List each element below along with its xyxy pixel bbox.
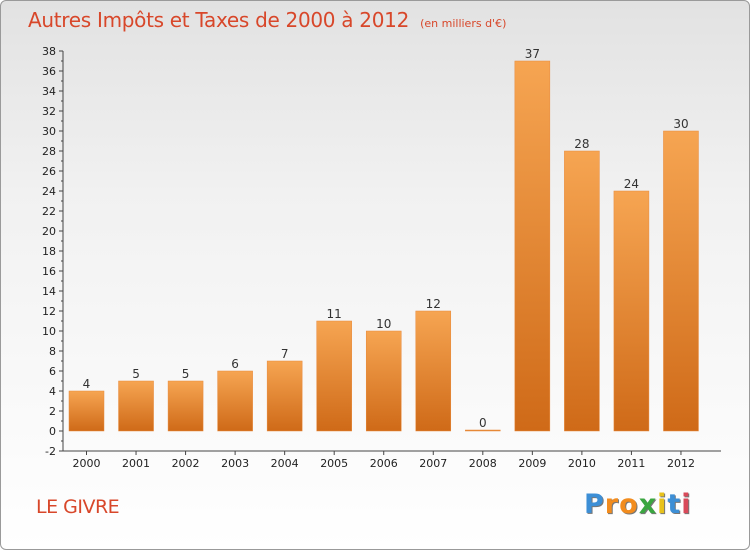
bar [365, 330, 402, 432]
chart-axes: -202468101214161820222426283032343638200… [42, 45, 721, 470]
y-tick-label: 16 [42, 265, 56, 278]
x-tick-label: 2002 [172, 457, 200, 470]
y-tick-label: 6 [49, 365, 56, 378]
y-tick-label: 28 [42, 145, 56, 158]
chart-bars [68, 60, 699, 432]
bar [266, 360, 303, 432]
data-label: 37 [525, 47, 540, 61]
y-tick-label: 26 [42, 165, 56, 178]
data-label: 5 [132, 367, 140, 381]
y-tick-label: 34 [42, 85, 56, 98]
data-label: 7 [281, 347, 289, 361]
y-tick-label: 18 [42, 245, 56, 258]
data-label: 24 [624, 177, 639, 191]
data-label: 0 [479, 416, 487, 430]
y-tick-label: 36 [42, 65, 56, 78]
data-label: 11 [327, 307, 342, 321]
chart-subtitle: (en milliers d'€) [420, 17, 507, 30]
x-tick-label: 2003 [221, 457, 249, 470]
logo-letter: i [657, 489, 668, 520]
place-name: LE GIVRE [36, 496, 120, 518]
bar [415, 310, 452, 432]
data-label: 30 [673, 117, 688, 131]
y-tick-label: -2 [45, 445, 56, 458]
x-tick-label: 2000 [73, 457, 101, 470]
y-tick-label: 24 [42, 185, 56, 198]
y-tick-label: 8 [49, 345, 56, 358]
x-tick-label: 2007 [419, 457, 447, 470]
y-tick-label: 0 [49, 425, 56, 438]
x-tick-label: 2009 [518, 457, 546, 470]
data-label: 5 [182, 367, 190, 381]
logo-letter: i [681, 489, 692, 520]
bar [564, 150, 600, 432]
logo-letter: r [604, 489, 620, 520]
logo-letter: P [584, 489, 605, 520]
y-tick-label: 14 [42, 285, 56, 298]
x-tick-label: 2006 [370, 457, 398, 470]
chart-title-block: Autres Impôts et Taxes de 2000 à 2012 (e… [28, 8, 506, 32]
bar [118, 380, 154, 432]
bar [514, 60, 551, 432]
x-tick-label: 2001 [122, 457, 150, 470]
bar [217, 370, 253, 432]
y-tick-label: 32 [42, 105, 56, 118]
logo-letter: t [667, 489, 682, 520]
x-tick-label: 2005 [320, 457, 348, 470]
data-label: 4 [83, 377, 91, 391]
bar [316, 320, 352, 432]
data-label: 28 [574, 137, 589, 151]
data-label: 10 [376, 317, 391, 331]
chart-title: Autres Impôts et Taxes de 2000 à 2012 [28, 8, 409, 32]
logo-letter: o [619, 489, 639, 520]
chart-data-labels: 4 5 5 6 7 11 10 12 0 37 28 24 30 [83, 47, 689, 430]
y-tick-label: 38 [42, 45, 56, 58]
x-tick-label: 2010 [568, 457, 596, 470]
logo-letter: x [638, 489, 658, 520]
y-tick-label: 20 [42, 225, 56, 238]
y-tick-label: 22 [42, 205, 56, 218]
x-tick-label: 2004 [271, 457, 299, 470]
y-tick-label: 30 [42, 125, 56, 138]
bar [613, 190, 650, 432]
data-label: 6 [231, 357, 239, 371]
y-tick-label: 10 [42, 325, 56, 338]
x-tick-label: 2008 [469, 457, 497, 470]
data-label: 12 [426, 297, 441, 311]
bar [68, 390, 105, 432]
x-tick-label: 2012 [667, 457, 695, 470]
y-tick-label: 2 [49, 405, 56, 418]
proxiti-logo[interactable]: Proxiti [584, 489, 692, 520]
x-tick-label: 2011 [617, 457, 645, 470]
y-tick-label: 4 [49, 385, 56, 398]
y-tick-label: 12 [42, 305, 56, 318]
bar [465, 429, 501, 432]
bar [167, 380, 204, 432]
bar [663, 130, 699, 432]
